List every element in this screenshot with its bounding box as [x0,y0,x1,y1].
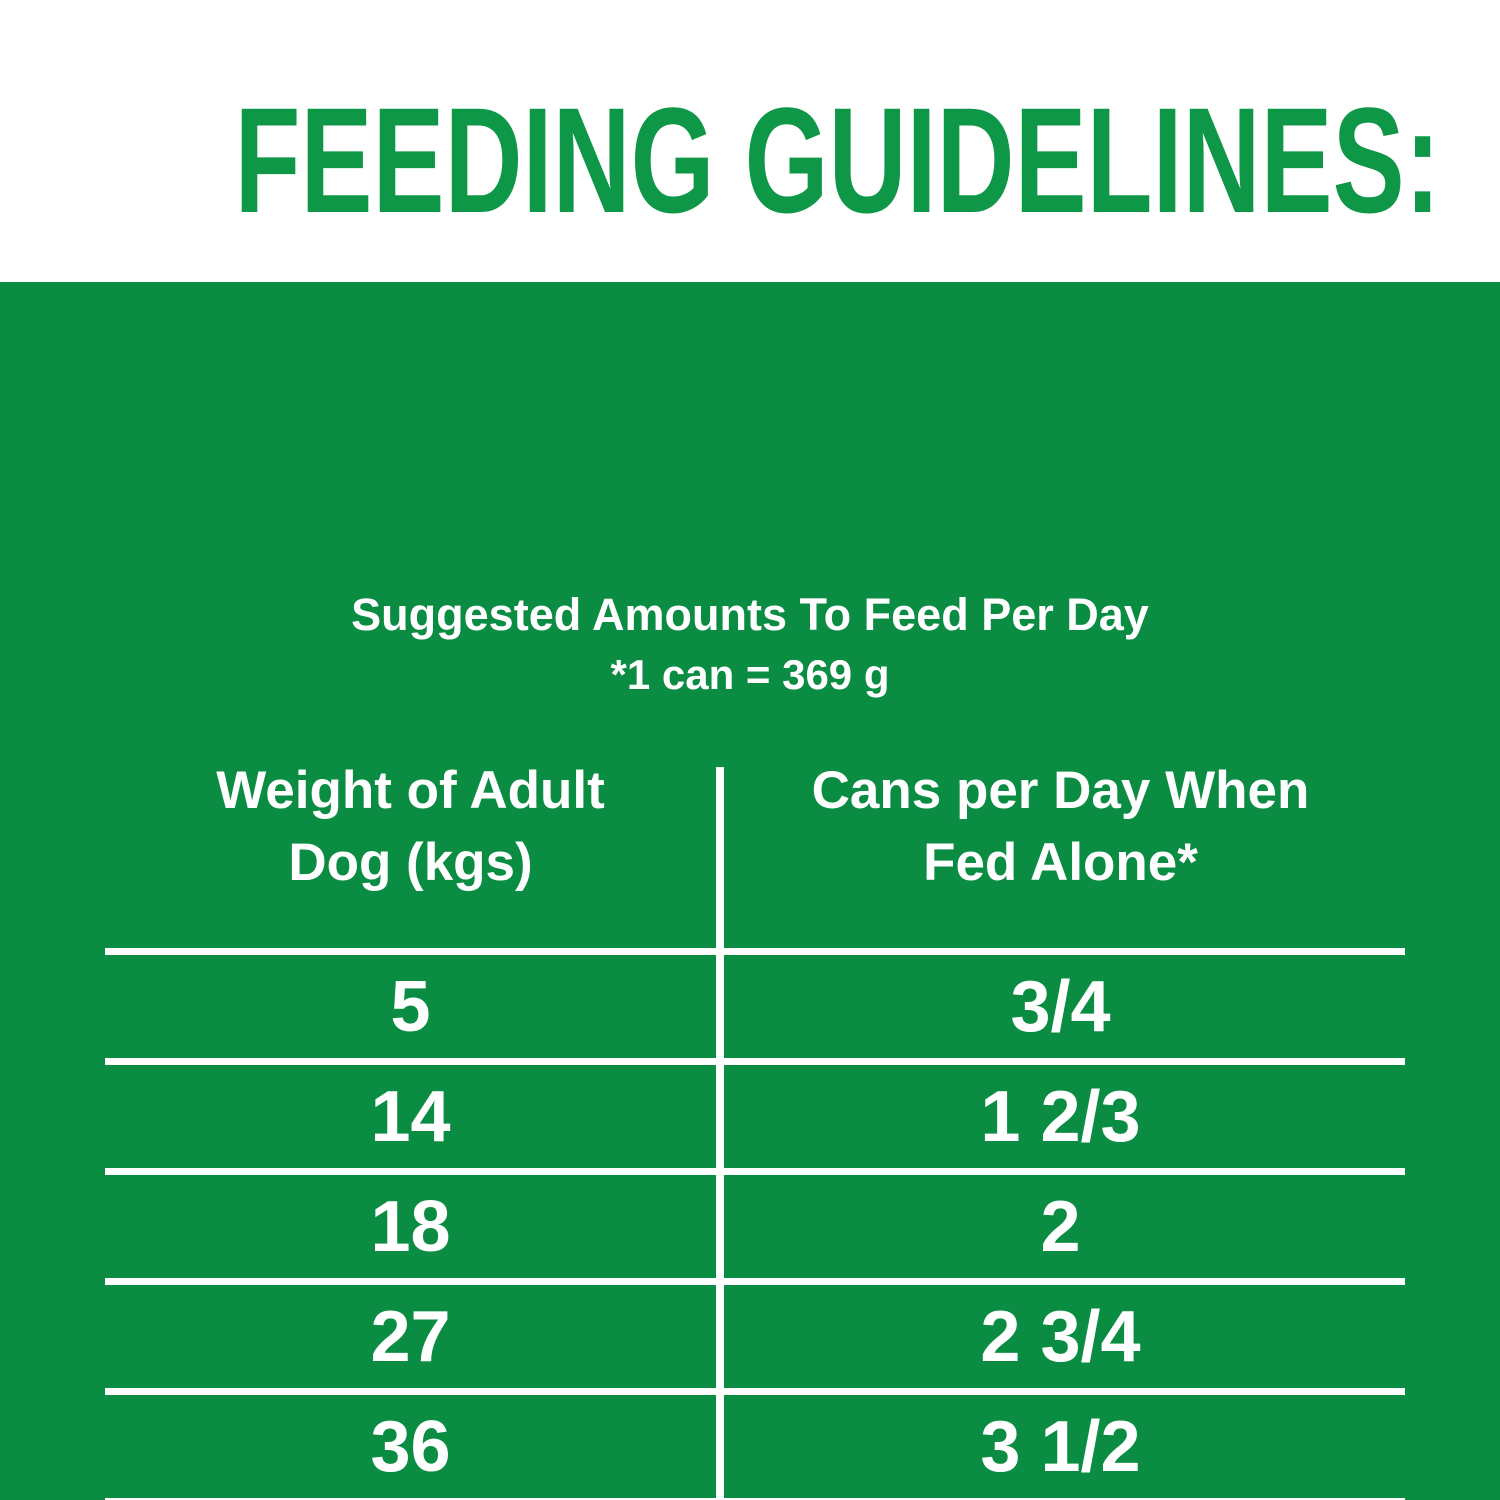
subtitle-line-1: Suggested Amounts To Feed Per Day [351,589,1149,640]
cans-cell: 2 [1040,1186,1081,1267]
weight-cell: 36 [370,1406,451,1487]
table-row: 18 2 [105,1168,1405,1278]
cans-cell: 3/4 [1010,966,1111,1047]
page-title-text: FEEDING GUIDELINES: [234,76,1441,244]
column-divider-line [716,767,724,1500]
cans-cell: 1 2/3 [980,1076,1141,1157]
table-header-row: Weight of Adult Dog (kgs) Cans per Day W… [105,755,1405,899]
table-row: 45 4 [105,1498,1405,1500]
column-header-cans-line-2: Fed Alone* [923,833,1198,892]
weight-cell: 27 [370,1296,451,1377]
column-header-weight-line-1: Weight of Adult [216,761,605,820]
weight-cell: 14 [370,1076,451,1157]
table-row: 5 3/4 [105,948,1405,1058]
table-row: 36 3 1/2 [105,1388,1405,1498]
table-row: 14 1 2/3 [105,1058,1405,1168]
subtitle-can-equivalence: *1 can = 369 g [610,651,890,698]
table-row: 27 2 3/4 [105,1278,1405,1388]
weight-cell: 5 [390,966,431,1047]
weight-cell: 18 [370,1186,451,1267]
column-header-cans-line-1: Cans per Day When [811,761,1310,820]
green-panel: Suggested Amounts To Feed Per Day *1 can… [0,282,1500,1500]
column-header-weight-line-2: Dog (kgs) [288,833,533,892]
column-header-cans: Cans per Day When Fed Alone* [716,755,1405,899]
column-header-weight: Weight of Adult Dog (kgs) [105,755,716,899]
page-title: FEEDING GUIDELINES: [0,85,1500,235]
cans-cell: 2 3/4 [980,1296,1141,1377]
cans-cell: 3 1/2 [980,1406,1141,1487]
